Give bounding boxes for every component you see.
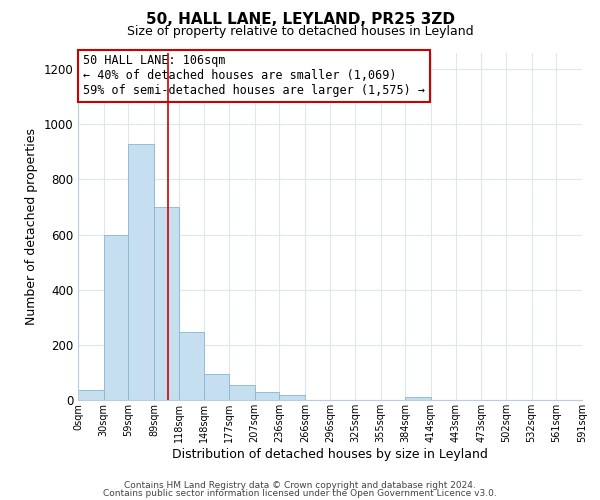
Bar (254, 392, 279, 400)
Bar (204, 374, 229, 400)
Bar (78, 390, 104, 400)
Text: 50, HALL LANE, LEYLAND, PR25 3ZD: 50, HALL LANE, LEYLAND, PR25 3ZD (146, 12, 455, 28)
Text: Contains public sector information licensed under the Open Government Licence v3: Contains public sector information licen… (103, 488, 497, 498)
Bar (406, 396, 431, 400)
Text: Size of property relative to detached houses in Leyland: Size of property relative to detached ho… (127, 25, 473, 38)
Bar (128, 144, 154, 400)
Bar (179, 332, 204, 400)
Text: Contains HM Land Registry data © Crown copyright and database right 2024.: Contains HM Land Registry data © Crown c… (124, 481, 476, 490)
Bar (104, 234, 128, 400)
Bar (154, 207, 179, 400)
Y-axis label: Number of detached properties: Number of detached properties (25, 128, 38, 325)
Text: 50 HALL LANE: 106sqm
← 40% of detached houses are smaller (1,069)
59% of semi-de: 50 HALL LANE: 106sqm ← 40% of detached h… (83, 54, 425, 97)
Bar (229, 385, 254, 400)
X-axis label: Distribution of detached houses by size in Leyland: Distribution of detached houses by size … (172, 448, 488, 460)
Bar (279, 395, 305, 400)
